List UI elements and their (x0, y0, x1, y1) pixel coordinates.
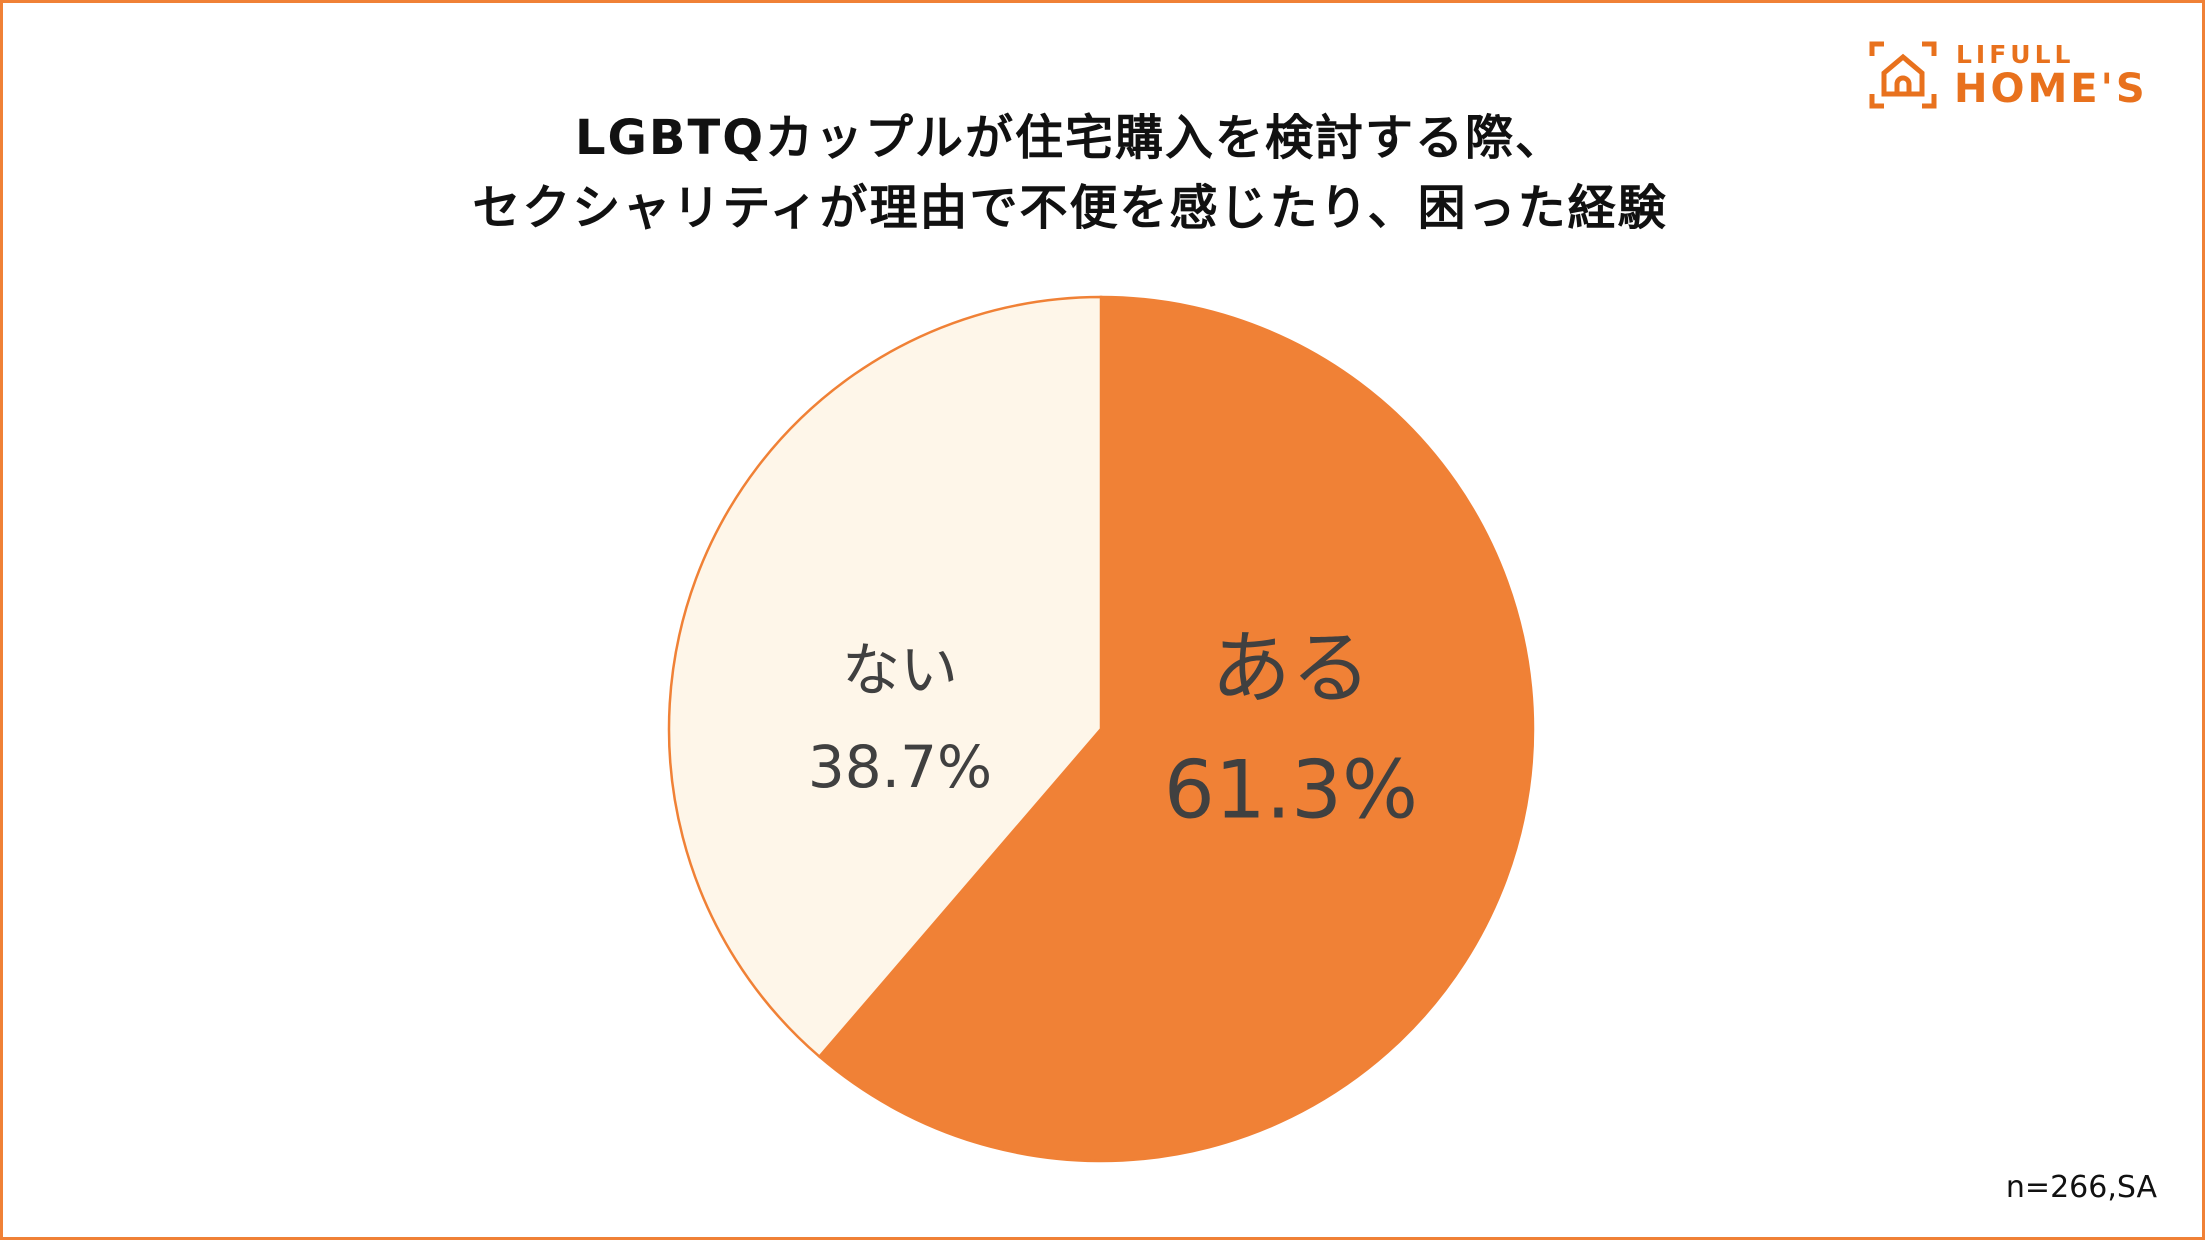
slice-label-aru: ある (1211, 622, 1371, 715)
logo-text-lifull: LIFULL (1956, 40, 2075, 69)
sample-size-note: n=266,SA (2005, 1170, 2157, 1205)
logo-text-homes: HOME'S (1954, 66, 2148, 112)
chart-title-line-1: LGBTQカップルが住宅購入を検討する際、 (574, 110, 1566, 166)
chart-title-line-2: セクシャリティが理由で不便を感じたり、困った経験 (472, 180, 1668, 236)
pie-slice-1 (667, 295, 1103, 1059)
slice-value-aru: 61.3% (1163, 743, 1419, 837)
slice-value-nai: 38.7% (807, 733, 993, 801)
slice-label-nai: ない (841, 636, 959, 704)
house-logo-icon (1869, 41, 1937, 109)
lifull-homes-logo: LIFULL HOME'S (1868, 40, 2158, 112)
pie-slice-0 (817, 295, 1535, 1163)
